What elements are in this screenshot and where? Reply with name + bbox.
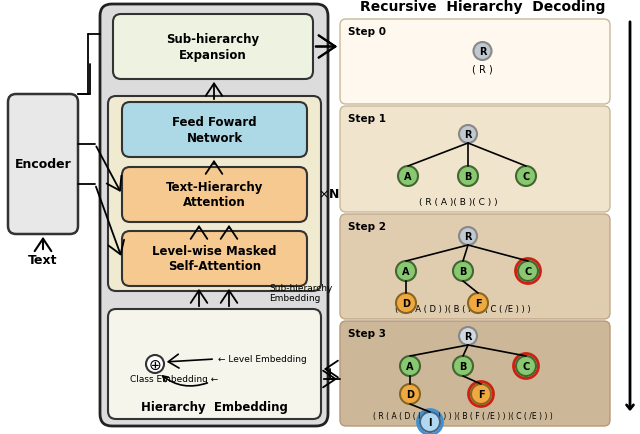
Text: Text: Text [28, 254, 58, 267]
FancyBboxPatch shape [340, 214, 610, 319]
Text: Sub-hierarchy
Embedding: Sub-hierarchy Embedding [269, 283, 332, 302]
FancyBboxPatch shape [340, 321, 610, 426]
Circle shape [468, 293, 488, 313]
Text: C: C [522, 171, 530, 181]
FancyBboxPatch shape [340, 20, 610, 105]
Text: Step 2: Step 2 [348, 221, 386, 231]
Text: Step 1: Step 1 [348, 114, 386, 124]
Text: Text-Hierarchy
Attention: Text-Hierarchy Attention [166, 181, 263, 209]
Text: B: B [460, 266, 467, 276]
Text: Hierarchy  Embedding: Hierarchy Embedding [141, 401, 288, 414]
Text: Level-wise Masked
Self-Attention: Level-wise Masked Self-Attention [152, 245, 276, 273]
Text: R: R [464, 231, 472, 241]
Circle shape [400, 384, 420, 404]
Text: ( R ( A ( D ) )( B ( F ) )( C ( /E ) ) ): ( R ( A ( D ) )( B ( F ) )( C ( /E ) ) ) [395, 305, 531, 314]
FancyBboxPatch shape [113, 15, 313, 80]
Circle shape [474, 43, 492, 61]
Circle shape [516, 356, 536, 376]
Circle shape [516, 167, 536, 187]
Text: ( R ( A )( B )( C ) ): ( R ( A )( B )( C ) ) [419, 198, 497, 207]
Circle shape [453, 356, 473, 376]
Text: I: I [428, 417, 432, 427]
Circle shape [420, 412, 440, 432]
FancyBboxPatch shape [122, 103, 307, 158]
Text: R: R [479, 47, 486, 57]
Text: Feed Foward
Network: Feed Foward Network [172, 116, 257, 144]
FancyBboxPatch shape [8, 95, 78, 234]
Text: Encoder: Encoder [15, 158, 72, 171]
Text: Recursive  Hierarchy  Decoding: Recursive Hierarchy Decoding [360, 0, 605, 14]
Circle shape [396, 261, 416, 281]
Text: B: B [460, 361, 467, 371]
Text: ← Level Embedding: ← Level Embedding [218, 355, 307, 364]
FancyBboxPatch shape [340, 107, 610, 213]
Circle shape [458, 167, 478, 187]
Text: D: D [406, 389, 414, 399]
Text: D: D [402, 298, 410, 308]
Text: B: B [464, 171, 472, 181]
Text: F: F [475, 298, 481, 308]
Circle shape [518, 261, 538, 281]
FancyBboxPatch shape [122, 168, 307, 223]
Circle shape [471, 384, 491, 404]
Circle shape [398, 167, 418, 187]
Text: Sub-hierarchy
Expansion: Sub-hierarchy Expansion [166, 33, 260, 61]
Circle shape [453, 261, 473, 281]
Text: ⊕: ⊕ [148, 357, 161, 372]
Text: F: F [477, 389, 484, 399]
Text: C: C [524, 266, 532, 276]
FancyBboxPatch shape [100, 5, 328, 426]
Text: C: C [522, 361, 530, 371]
Circle shape [459, 227, 477, 246]
FancyBboxPatch shape [108, 309, 321, 419]
FancyBboxPatch shape [122, 231, 307, 286]
Text: $\times$N: $\times$N [318, 187, 340, 201]
Text: A: A [404, 171, 412, 181]
FancyBboxPatch shape [108, 97, 321, 291]
Circle shape [146, 355, 164, 373]
Text: Step 0: Step 0 [348, 27, 386, 37]
Text: A: A [406, 361, 413, 371]
Text: R: R [464, 130, 472, 140]
Text: Class Embedding ←: Class Embedding ← [130, 375, 218, 384]
Circle shape [459, 327, 477, 345]
Circle shape [396, 293, 416, 313]
Circle shape [459, 126, 477, 144]
Text: ( R ): ( R ) [472, 65, 493, 75]
Circle shape [400, 356, 420, 376]
Text: R: R [464, 331, 472, 341]
Text: A: A [403, 266, 410, 276]
Text: HiDEC: HiDEC [188, 0, 240, 2]
Text: ( R ( A ( D ( I ( /E ) ) ) )( B ( F ( /E ) ) )( C ( /E ) ) ): ( R ( A ( D ( I ( /E ) ) ) )( B ( F ( /E… [373, 411, 553, 421]
Text: Step 3: Step 3 [348, 328, 386, 338]
